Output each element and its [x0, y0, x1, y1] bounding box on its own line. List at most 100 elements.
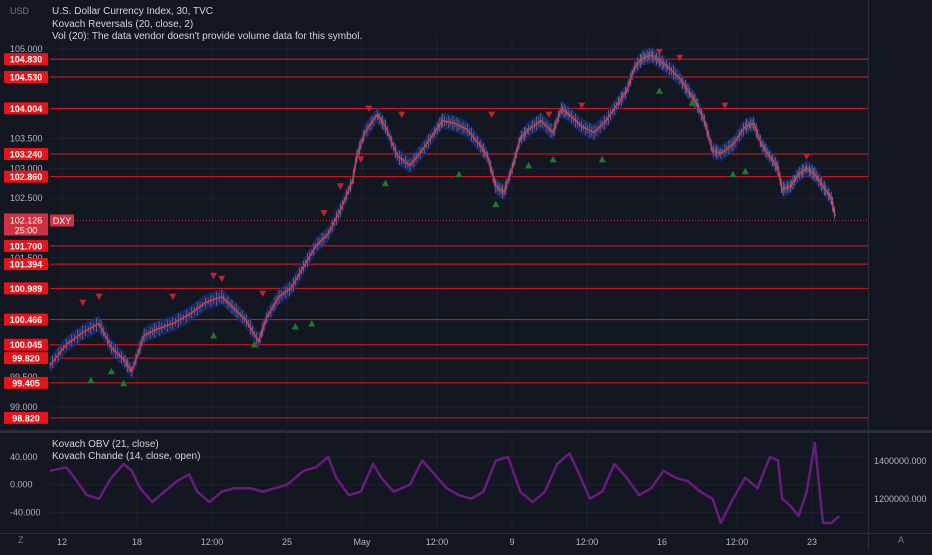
y-tick-label: 105.000: [10, 44, 43, 54]
symbol-tag: [50, 214, 74, 227]
time-axis-border: [0, 533, 932, 534]
level-tag-label: 99.820: [12, 354, 40, 364]
bull-reversal-marker: [107, 367, 115, 375]
level-tag: [4, 102, 48, 115]
currency-label[interactable]: USD: [10, 6, 30, 16]
sub-y-tick-label: -40.000: [10, 508, 41, 518]
symbol-tag-label: DXY: [53, 216, 72, 226]
legend-kovach-reversals[interactable]: Kovach Reversals (20, close, 2): [52, 19, 194, 30]
bull-reversal-marker: [455, 170, 463, 178]
level-tag: [4, 147, 48, 160]
level-tag-label: 100.045: [10, 340, 43, 350]
level-tag: [4, 170, 48, 183]
bull-reversal-marker: [308, 320, 316, 327]
bear-reversal-marker: [398, 111, 406, 119]
bear-reversal-marker: [210, 272, 218, 280]
legend-kovach-chande[interactable]: Kovach Chande (14, close, open): [52, 451, 201, 462]
x-tick-label: 12:00: [576, 537, 599, 547]
level-tag-label: 104.530: [10, 72, 43, 82]
level-tag-label: 103.240: [10, 149, 43, 159]
bear-reversal-marker: [79, 299, 87, 307]
level-tag: [4, 53, 48, 66]
current-price-tag: [4, 213, 48, 236]
bear-reversal-marker: [803, 153, 811, 160]
level-tag: [4, 239, 48, 252]
bear-reversal-marker: [488, 111, 496, 119]
bear-reversal-marker: [357, 156, 365, 163]
sub-y-tick-label: 0.000: [10, 480, 33, 490]
chande-oscillator-line: [49, 441, 841, 525]
bull-reversal-marker: [549, 155, 557, 163]
bear-reversal-marker: [365, 105, 373, 113]
level-tag-label: 101.394: [10, 260, 43, 270]
current-price-value: 102.126: [10, 215, 43, 225]
level-tag-label: 100.466: [10, 315, 43, 325]
level-tag: [4, 338, 48, 351]
bull-reversal-marker: [741, 167, 749, 175]
y-tick-label: 101.500: [10, 253, 43, 263]
x-tick-label: 23: [807, 537, 817, 547]
level-tag-label: 101.700: [10, 241, 43, 251]
legend-volume[interactable]: Vol (20): The data vendor doesn't provid…: [52, 31, 363, 42]
bull-reversal-marker: [598, 155, 606, 163]
level-tag: [4, 376, 48, 389]
level-tag: [4, 313, 48, 326]
bear-reversal-marker: [578, 102, 586, 110]
timezone-glyph[interactable]: Z: [18, 535, 24, 545]
bull-reversal-marker: [251, 340, 258, 348]
level-tag-label: 100.989: [10, 284, 43, 294]
x-tick-label: 12:00: [426, 537, 449, 547]
level-tag: [4, 70, 48, 83]
level-tag: [4, 352, 48, 365]
legend-kovach-obv[interactable]: Kovach OBV (21, close): [52, 439, 159, 450]
auto-scale-glyph[interactable]: A: [898, 535, 905, 545]
bull-reversal-marker: [729, 170, 737, 178]
chart-title: U.S. Dollar Currency Index, 30, TVC: [52, 6, 213, 17]
bear-reversal-marker: [320, 210, 328, 217]
sub-right-tick-label: 1200000.000: [874, 494, 927, 504]
bull-reversal-marker: [120, 379, 128, 387]
level-tag-label: 104.004: [10, 104, 43, 114]
x-tick-label: 12: [57, 537, 67, 547]
bear-reversal-marker: [95, 293, 103, 301]
bear-reversal-marker: [545, 111, 553, 119]
bear-reversal-marker: [169, 293, 177, 301]
level-tag-label: 99.405: [12, 378, 40, 388]
current-price-countdown: 25:00: [15, 225, 38, 235]
level-tag-label: 104.830: [10, 55, 43, 65]
y-tick-label: 99.000: [10, 402, 38, 412]
x-tick-label: 12:00: [201, 537, 224, 547]
sub-y-tick-label: 40.000: [10, 452, 38, 462]
level-tag: [4, 282, 48, 295]
x-tick-label: May: [353, 537, 371, 547]
sub-right-tick-label: 1400000.000: [874, 456, 927, 466]
x-tick-label: 9: [509, 537, 514, 547]
level-tag-label: 98.820: [12, 413, 40, 423]
bear-reversal-marker: [676, 54, 684, 62]
bull-reversal-marker: [525, 161, 533, 169]
bear-reversal-marker: [655, 48, 663, 56]
level-tag: [4, 411, 48, 424]
bull-reversal-marker: [655, 87, 663, 94]
x-tick-label: 12:00: [726, 537, 749, 547]
right-gutter-border: [868, 0, 869, 550]
x-tick-label: 18: [132, 537, 142, 547]
bear-reversal-marker: [721, 102, 729, 110]
bear-reversal-marker: [259, 290, 267, 298]
bull-reversal-marker: [688, 99, 696, 106]
level-tag: [4, 258, 48, 271]
bear-reversal-marker: [218, 275, 226, 283]
y-tick-label: 103.500: [10, 133, 43, 143]
x-tick-label: 16: [657, 537, 667, 547]
bull-reversal-marker: [381, 179, 389, 187]
level-tag-label: 102.860: [10, 172, 43, 182]
y-tick-label: 103.000: [10, 163, 43, 173]
bull-reversal-marker: [87, 376, 95, 384]
y-tick-label: 102.500: [10, 193, 43, 203]
bull-reversal-marker: [492, 200, 500, 208]
pane-separator: [0, 430, 932, 433]
price-line: [49, 54, 837, 373]
x-tick-label: 25: [282, 537, 292, 547]
